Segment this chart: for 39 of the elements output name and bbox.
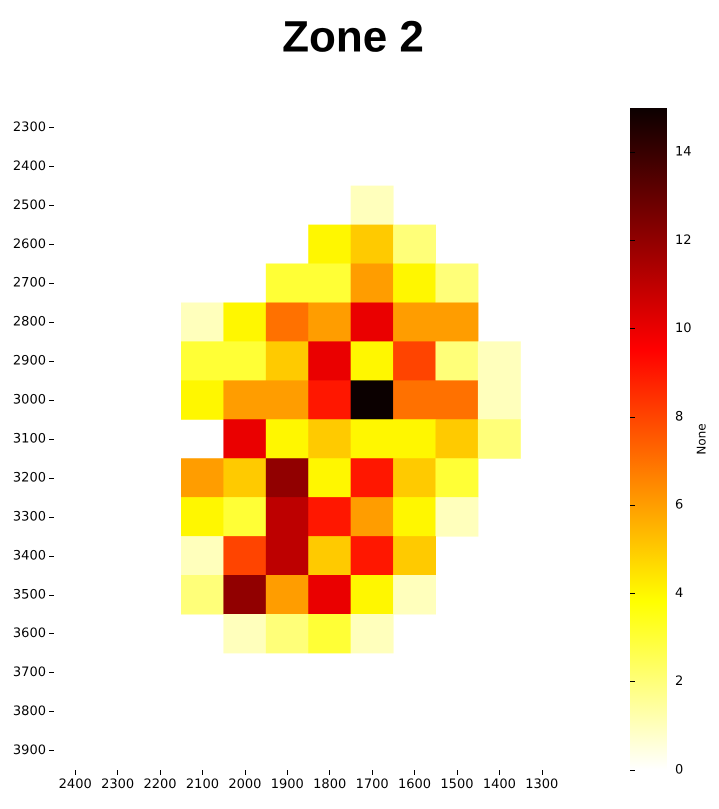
x-tick-label: 1500 [440,777,474,792]
color-bar-label: 0 [675,762,684,778]
y-tick-label: 3400 [12,548,46,564]
x-tick-label: 2000 [228,777,262,792]
y-tick-label: 2500 [12,198,46,213]
y-tick-label: 3700 [12,665,46,680]
y-tick-label: 2900 [12,354,46,369]
color-bar-label: 14 [675,144,692,160]
y-tick-label: 2700 [12,276,46,291]
color-bar-label: 6 [675,498,684,513]
x-tick-label: 1300 [525,777,558,792]
color-bar-label: 4 [675,586,684,601]
x-tick-label: 1900 [270,777,304,792]
y-tick-label: 3200 [12,470,46,486]
y-tick-label: 3300 [12,509,46,524]
x-tick-label: 1400 [482,777,516,792]
x-tick-label: 1600 [398,777,432,792]
x-tick-label: 1700 [356,777,389,792]
x-tick-label: 2200 [143,777,177,792]
color-bar-label: 8 [675,409,684,424]
y-tick-label: 2600 [12,236,46,252]
color-bar-label: 12 [675,232,692,248]
y-tick-label: 2800 [12,314,46,330]
y-tick-label: 2400 [12,158,46,174]
chart-title: Zone 2 [282,12,424,62]
y-tick-label: 3100 [12,432,46,446]
y-tick-label: 3600 [12,626,46,642]
color-bar-label: 2 [675,674,684,690]
y-tick-label: 3500 [12,587,46,602]
y-tick-label: 3800 [12,704,46,720]
y-tick-label: 3000 [12,392,46,408]
color-bar-title: None [694,423,708,455]
y-tick-label: 3900 [12,743,46,758]
x-tick-label: 2100 [186,777,220,792]
color-bar-label: 10 [675,321,692,336]
y-tick-label: 2300 [12,120,46,135]
x-tick-label: 2300 [101,777,134,792]
x-tick-label: 1800 [313,777,346,792]
x-tick-label: 2400 [58,777,92,792]
